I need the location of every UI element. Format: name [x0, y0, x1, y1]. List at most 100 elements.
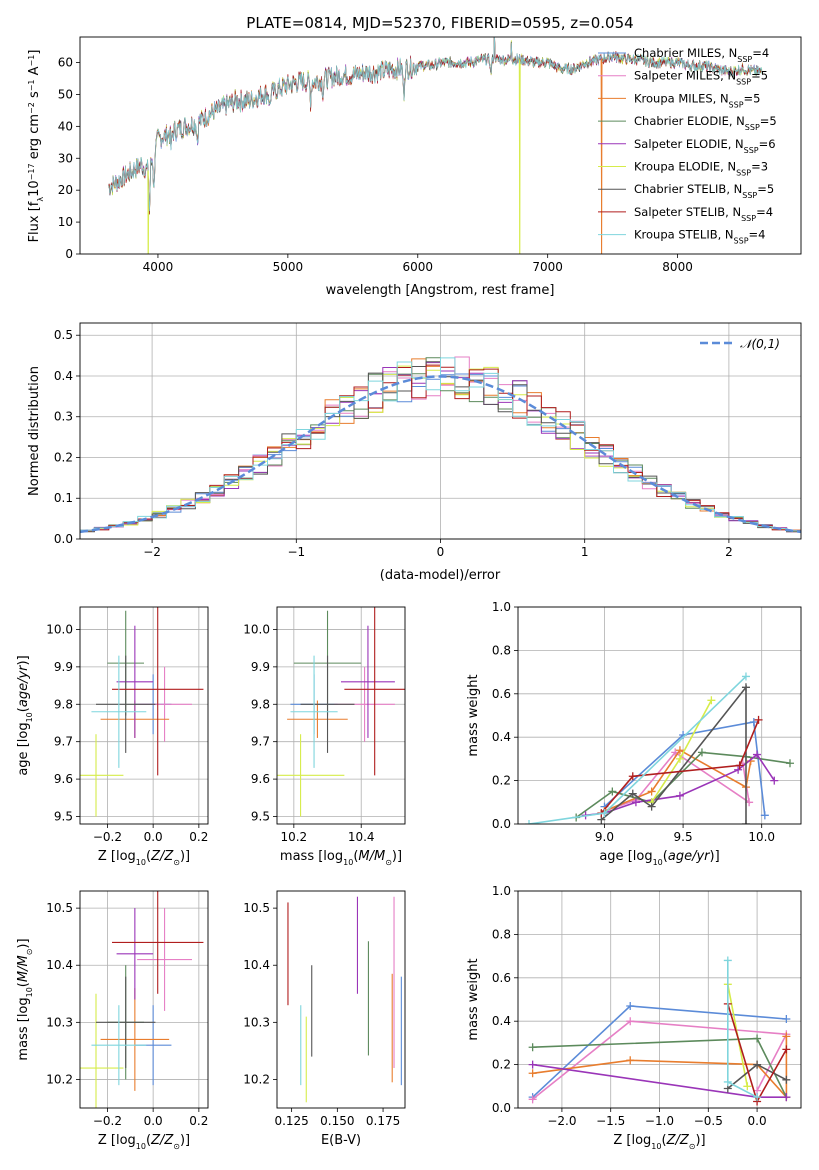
- age-vs-Z-axes: −0.2 0.0 0.29.59.69.79.89.910.0Z [log10(Z/…: [16, 606, 209, 867]
- text-run: SSP: [745, 123, 760, 132]
- weight-marker: [600, 809, 609, 818]
- x-tick-label: 0.2: [189, 830, 208, 844]
- x-tick-label: 0.150: [320, 1114, 354, 1128]
- weight-vs-Z-axes: −2.0 −1.5 −1.0 −0.5 0.0 0.0 0.2 0.4 0.6 0.8 1.0 Z […: [466, 884, 802, 1151]
- x-tick-label: 0.2: [189, 1114, 208, 1128]
- text-run: ⊙: [689, 1142, 696, 1151]
- axes-frame: [79, 36, 802, 255]
- y-tick-label: 1.0: [492, 884, 511, 898]
- weight-marker: [752, 750, 761, 759]
- weight-marker: [675, 791, 684, 800]
- age-vs-Z-plot-area: [80, 607, 204, 817]
- text-run: ⊙: [173, 858, 180, 867]
- text-run: SSP: [734, 236, 749, 245]
- weight-marker: [723, 956, 732, 965]
- y-axis-label: mass [log10(M/M⊙)]: [16, 938, 34, 1060]
- x-tick-label: −0.2: [93, 830, 122, 844]
- weight-marker: [675, 746, 684, 755]
- y-tick-label: 10: [58, 215, 73, 229]
- weight-marker: [707, 696, 716, 705]
- weight-vs-age-plot-area: [525, 672, 794, 824]
- x-axis-label: E(B-V): [321, 1133, 361, 1148]
- y-tick-label: 0.5: [54, 328, 73, 342]
- text-run: (: [146, 849, 151, 864]
- text-run: ⊙: [173, 1142, 180, 1151]
- text-run: −17: [27, 163, 36, 180]
- legend-entry: Chabrier STELIB, NSSP=5: [634, 182, 774, 200]
- y-tick-label: 9.6: [251, 772, 270, 786]
- text-run: (: [16, 707, 31, 712]
- y-tick-label: 0.3: [54, 410, 73, 424]
- x-axis-label: Z [log10(Z/Z⊙)]: [98, 1133, 190, 1151]
- text-run: =6: [759, 137, 776, 151]
- text-run: Chabrier STELIB, N: [634, 182, 742, 196]
- axes-frame: [517, 606, 802, 825]
- y-tick-label: 30: [58, 151, 73, 165]
- x-tick-label: 0.0: [748, 1114, 767, 1128]
- text-run: 10: [136, 858, 146, 867]
- x-tick-label: −2: [143, 545, 161, 559]
- y-tick-label: 0.0: [492, 1101, 511, 1115]
- mass-vs-Z-axes: −0.2 0.0 0.210.210.310.410.5Z [log10(Z/Z⊙)…: [16, 890, 209, 1151]
- x-tick-label: 0.0: [144, 1114, 163, 1128]
- weight-vs-age-axes: 9.0 9.5 10.0 0.0 0.2 0.4 0.6 0.8 1.0 age [log10(a…: [466, 600, 802, 867]
- x-tick-label: 0: [437, 545, 445, 559]
- weight-series-line: [600, 719, 760, 814]
- weight-marker: [785, 759, 794, 768]
- y-tick-label: 9.7: [54, 735, 73, 749]
- y-axis-label: Normed distribution: [27, 366, 42, 496]
- y-tick-label: 20: [58, 183, 73, 197]
- weight-marker: [647, 802, 656, 811]
- x-axis-label: (data-model)/error: [380, 568, 501, 583]
- weight-series-line: [603, 721, 766, 816]
- legend-entry: Kroupa ELODIE, NSSP=3: [634, 160, 768, 178]
- weight-marker: [735, 761, 744, 770]
- y-tick-label: 9.5: [54, 810, 73, 824]
- weight-marker: [753, 1034, 762, 1043]
- y-tick-label: 10.0: [46, 622, 73, 636]
- text-run: −2: [27, 102, 36, 114]
- y-tick-label: 40: [58, 119, 73, 133]
- text-run: Z/Z: [666, 1133, 690, 1148]
- legend-entry: 𝒩(0,1): [740, 337, 780, 351]
- text-run: SSP: [736, 168, 751, 177]
- weight-marker: [528, 1043, 537, 1052]
- text-run: )]: [695, 1133, 705, 1148]
- weight-series-line: [532, 1020, 788, 1100]
- weight-marker: [626, 1002, 635, 1011]
- x-tick-label: 7000: [532, 260, 563, 274]
- x-axis-label: Z [log10(Z/Z⊙)]: [98, 849, 190, 867]
- weight-marker: [741, 820, 750, 824]
- text-run: )]: [392, 849, 402, 864]
- y-tick-label: 0.4: [54, 369, 73, 383]
- residuals-plot-area: [80, 356, 801, 534]
- y-axis-label: mass weight: [466, 674, 481, 756]
- legend-entry: Kroupa STELIB, NSSP=4: [634, 228, 765, 246]
- y-tick-label: 10.3: [46, 1015, 73, 1029]
- x-tick-label: 10.0: [748, 830, 775, 844]
- text-run: =4: [756, 205, 773, 219]
- text-run: Z [log: [98, 1133, 136, 1148]
- text-run: 10: [27, 180, 42, 197]
- weight-marker: [782, 1015, 791, 1024]
- y-tick-label: 10.2: [243, 1072, 270, 1086]
- text-run: mass [log: [16, 997, 31, 1060]
- text-run: =4: [752, 46, 769, 60]
- y-tick-label: 0.2: [54, 450, 73, 464]
- weight-marker: [782, 1093, 791, 1102]
- text-run: ⊙: [385, 858, 392, 867]
- text-run: (: [661, 1133, 666, 1148]
- y-tick-label: 0.4: [492, 730, 511, 744]
- text-run: erg cm: [27, 114, 42, 163]
- text-run: Kroupa ELODIE, N: [634, 160, 736, 174]
- x-tick-label: 10.4: [348, 830, 375, 844]
- text-run: 10: [25, 987, 34, 997]
- text-run: Z/Z: [150, 1133, 174, 1148]
- y-tick-label: 9.8: [54, 697, 73, 711]
- text-run: age [log: [16, 722, 31, 775]
- weight-marker: [647, 787, 656, 796]
- text-run: Salpeter MILES, N: [634, 69, 736, 83]
- y-tick-label: 9.6: [54, 772, 73, 786]
- weight-marker: [697, 748, 706, 757]
